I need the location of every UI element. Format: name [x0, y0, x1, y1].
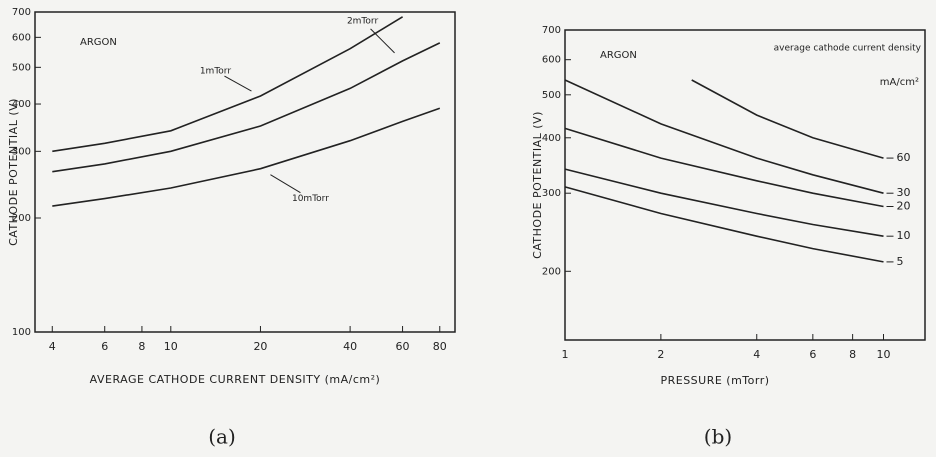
x-tick-label: 60 — [396, 340, 410, 353]
legend-unit: mA/cm² — [880, 77, 919, 88]
label-arrow — [224, 76, 251, 91]
x-tick-label: 80 — [433, 340, 447, 353]
curve — [692, 80, 884, 158]
y-tick-label: 400 — [542, 133, 561, 144]
x-tick-label: 6 — [101, 340, 108, 353]
y-tick-label: 100 — [12, 327, 31, 338]
x-axis-label: AVERAGE CATHODE CURRENT DENSITY (mA/cm²) — [90, 373, 381, 386]
series-label: 1mTorr — [200, 67, 232, 77]
series-label: 5 — [896, 255, 903, 268]
series-label: 2mTorr — [347, 16, 379, 26]
x-tick-label: 4 — [753, 348, 760, 361]
annotation: ARGON — [80, 37, 117, 48]
x-axis-label: PRESSURE (mTorr) — [660, 374, 769, 387]
series-label: 10 — [896, 229, 910, 242]
series-label: 60 — [896, 151, 910, 164]
y-tick-label: 700 — [12, 7, 31, 18]
x-tick-label: 6 — [809, 348, 816, 361]
x-tick-label: 10 — [876, 348, 890, 361]
x-tick-label: 2 — [657, 348, 664, 361]
y-tick-label: 200 — [542, 266, 561, 277]
label-arrow — [371, 29, 395, 53]
y-tick-label: 500 — [542, 90, 561, 101]
series-label: 30 — [896, 186, 910, 199]
x-tick-label: 40 — [343, 340, 357, 353]
x-tick-label: 1 — [562, 348, 569, 361]
x-tick-label: 8 — [138, 340, 145, 353]
legend-title: average cathode current density — [774, 44, 922, 54]
x-tick-label: 8 — [849, 348, 856, 361]
caption: (a) — [208, 425, 236, 449]
x-tick-label: 20 — [253, 340, 267, 353]
x-tick-label: 4 — [49, 340, 56, 353]
y-tick-label: 300 — [542, 188, 561, 199]
curve — [52, 108, 440, 206]
label-arrow — [270, 175, 300, 193]
curve — [52, 43, 440, 172]
plot-frame — [565, 30, 925, 340]
y-tick-label: 500 — [12, 62, 31, 73]
curve — [565, 128, 884, 206]
x-tick-label: 10 — [164, 340, 178, 353]
series-label: 20 — [896, 199, 910, 212]
annotation: ARGON — [600, 50, 637, 61]
y-tick-label: 700 — [542, 25, 561, 36]
curve — [565, 169, 884, 236]
y-axis-label: CATHODE POTENTIAL (V) — [531, 111, 544, 259]
caption: (b) — [704, 425, 732, 449]
series-label: 10mTorr — [292, 194, 329, 204]
y-tick-label: 600 — [542, 55, 561, 66]
y-axis-label: CATHODE POTENTIAL (V) — [7, 98, 20, 246]
figure: 4 6 8 10 20 40 60 80 100 200 300 400 500 600 700 AVERAG… — [0, 0, 936, 457]
y-tick-label: 600 — [12, 32, 31, 43]
